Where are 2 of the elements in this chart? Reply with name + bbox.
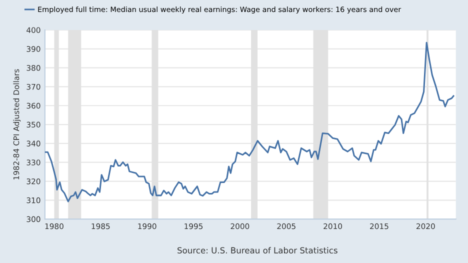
source-note: Source: U.S. Bureau of Labor Statistics bbox=[178, 247, 338, 254]
line-series bbox=[44, 42, 454, 202]
